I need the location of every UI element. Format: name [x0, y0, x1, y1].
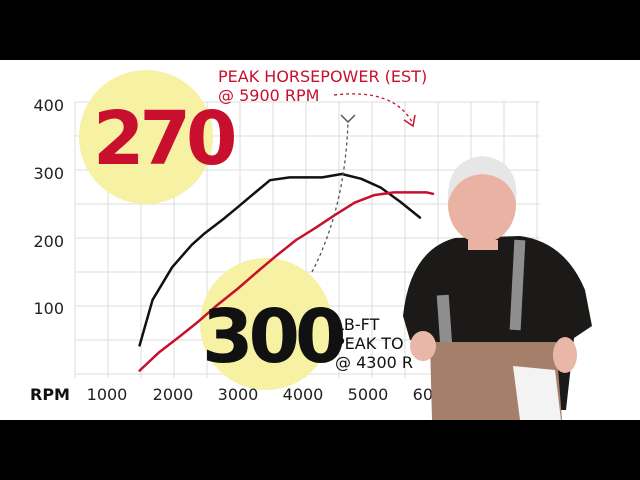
dyno-chart: 400 300 200 100 RPM 1000 2000 3000 4000 … — [30, 67, 592, 420]
hp-annotation-arrow — [333, 93, 414, 125]
tq-label-line1: LB-FT — [335, 315, 380, 334]
hp-highlight-circle — [79, 70, 213, 204]
x-tick-label: 5000 — [348, 385, 389, 404]
series-layer — [138, 172, 435, 372]
hp-peak-value: 270 — [93, 96, 234, 182]
y-tick-label: 300 — [33, 164, 64, 183]
x-tick-label: 1000 — [87, 385, 128, 404]
horsepower-curve-line — [138, 191, 435, 372]
x-axis-label: RPM — [30, 385, 70, 404]
hp-arrowhead — [403, 114, 416, 128]
presenter-figure — [403, 156, 592, 420]
tq-peak-value: 300 — [202, 294, 343, 380]
y-tick-label: 400 — [33, 96, 64, 115]
tq-annotation-arrow — [311, 121, 349, 273]
x-tick-label: 3000 — [218, 385, 259, 404]
tq-label-line2: PEAK TO — [335, 334, 404, 353]
y-tick-label: 100 — [33, 299, 64, 318]
tq-label-line3: @ 4300 R — [335, 353, 413, 372]
y-axis: 400 300 200 100 — [33, 96, 64, 318]
video-frame: 400 300 200 100 RPM 1000 2000 3000 4000 … — [0, 60, 640, 420]
torque-curve-line — [138, 172, 422, 347]
x-axis: RPM 1000 2000 3000 4000 5000 6000 — [30, 385, 453, 404]
hp-label-line1: PEAK HORSEPOWER (EST) — [218, 67, 427, 86]
tq-arrowhead — [340, 114, 356, 124]
x-tick-label: 4000 — [283, 385, 324, 404]
hp-label-line2: @ 5900 RPM — [218, 86, 319, 105]
y-tick-label: 200 — [33, 232, 64, 251]
x-tick-label: 2000 — [153, 385, 194, 404]
